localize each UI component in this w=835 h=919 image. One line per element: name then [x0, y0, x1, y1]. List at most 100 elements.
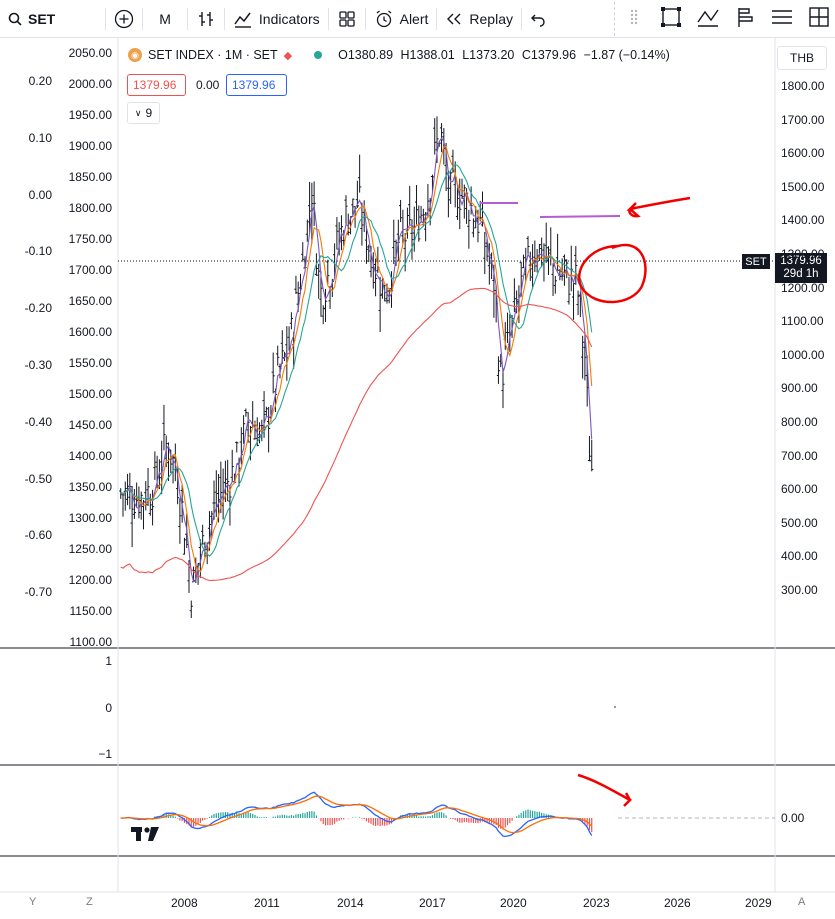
undo-button[interactable] — [522, 0, 554, 38]
auto-scale-button[interactable]: A — [798, 896, 806, 908]
chart-type-button[interactable] — [188, 0, 224, 38]
support-line-right[interactable] — [539, 215, 621, 218]
price-bar — [408, 185, 412, 225]
flag-icon — [734, 6, 756, 33]
last-price-tag: 1379.96 29d 1h — [775, 253, 827, 283]
rectangle-tool[interactable] — [652, 2, 689, 36]
oscillator-tick: 0.00 — [28, 187, 52, 202]
high-value: H1388.01 — [400, 48, 455, 62]
price-bar — [358, 154, 362, 193]
price-bar — [182, 537, 187, 555]
oscillator-tick: -0.10 — [24, 244, 52, 259]
last-price: 1379.96 — [780, 255, 822, 267]
price-bar — [587, 436, 592, 462]
oscillator-tick: 0.10 — [28, 130, 52, 145]
alert-label: Alert — [399, 10, 429, 27]
price-bar — [530, 244, 535, 290]
alert-button[interactable]: Alert — [366, 0, 437, 38]
interval-button[interactable]: M — [143, 0, 187, 38]
time-tick: 2023 — [583, 896, 610, 910]
compare-button[interactable] — [106, 0, 142, 38]
moving-averages — [120, 137, 593, 583]
legend-title: SET INDEX · 1M · SET — [148, 48, 278, 62]
time-tick: 2008 — [171, 896, 198, 910]
annotation-circle[interactable] — [578, 243, 647, 304]
price-bar — [178, 498, 182, 544]
left-price-tick: 1150.00 — [69, 604, 113, 618]
price-bar — [207, 511, 212, 551]
price-bar — [487, 243, 491, 285]
oscillator-tick: -0.20 — [24, 301, 52, 316]
currency-button[interactable]: THB — [777, 46, 827, 70]
price-bar — [123, 481, 127, 511]
buy-price-box[interactable]: 1379.96 — [226, 74, 287, 96]
time-tick: 2017 — [419, 896, 446, 910]
spread-value: 0.00 — [196, 78, 220, 92]
price-bar — [496, 356, 501, 384]
path-tool[interactable] — [689, 2, 726, 36]
price-bar — [471, 218, 476, 238]
annotation-macd-arrow[interactable] — [577, 773, 633, 807]
price-bar — [371, 252, 375, 289]
left-price-tick: 1250.00 — [68, 542, 112, 556]
right-price-tick: 1200.00 — [781, 280, 825, 295]
flag-tool[interactable] — [726, 2, 763, 36]
price-bar — [262, 391, 266, 438]
crosshair-tool[interactable] — [800, 2, 835, 36]
price-bar — [549, 227, 553, 266]
left-price-tick: 1300.00 — [68, 511, 112, 525]
indicators-icon — [233, 9, 253, 29]
divider — [223, 7, 225, 30]
price-bar — [467, 209, 471, 249]
right-price-tick: 900.00 — [781, 381, 818, 396]
symbol-price-tag: SET — [742, 254, 770, 269]
path-icon — [696, 6, 720, 33]
left-price-tick: 1850.00 — [68, 170, 112, 184]
annotation-arrow[interactable] — [626, 196, 691, 218]
zoom-button[interactable]: Z — [86, 896, 93, 908]
ma-fast-line — [120, 137, 593, 583]
price-bar — [153, 451, 157, 480]
right-price-tick: 300.00 — [781, 583, 818, 597]
divider — [521, 7, 522, 30]
price-bar — [276, 345, 280, 366]
layouts-button[interactable] — [329, 0, 365, 38]
price-bar — [399, 199, 403, 223]
price-bar — [121, 492, 125, 517]
price-bar — [485, 239, 489, 261]
price-bar — [567, 277, 571, 305]
divider — [186, 7, 188, 30]
price-bar — [305, 219, 309, 242]
time-tick: 2029 — [745, 896, 772, 910]
price-bar — [546, 246, 551, 275]
price-bar — [289, 312, 293, 330]
price-bar — [146, 467, 150, 506]
oscillator-tick: -0.50 — [24, 471, 52, 486]
symbol-search[interactable]: SET — [0, 0, 63, 38]
price-bar — [583, 333, 587, 381]
grid-icon — [337, 9, 357, 29]
ma-long-line — [120, 287, 593, 581]
left-price-tick: 1650.00 — [68, 294, 112, 308]
drag-handle[interactable] — [615, 2, 652, 36]
price-bar — [326, 259, 330, 285]
price-bar — [271, 352, 275, 394]
price-bar — [301, 242, 305, 262]
year-button[interactable]: Y — [29, 896, 37, 908]
oscillator-tick: -0.30 — [24, 358, 52, 372]
price-bar — [242, 415, 246, 444]
pane2-tick: 1 — [105, 654, 112, 668]
plus-circle-icon — [114, 9, 134, 29]
price-bar — [162, 404, 166, 451]
pane2-tick: 0 — [105, 701, 112, 715]
sell-price-box[interactable]: 1379.96 — [127, 74, 186, 96]
hidden-indicators-button[interactable]: ∨ 9 — [127, 102, 160, 124]
menu-tool[interactable] — [763, 2, 800, 36]
price-bar — [150, 489, 155, 526]
indicators-button[interactable]: Indicators — [225, 0, 328, 38]
right-price-tick: 1800.00 — [781, 79, 825, 93]
left-price-tick: 1200.00 — [68, 573, 112, 587]
replay-button[interactable]: Replay — [437, 0, 521, 38]
price-bar — [189, 600, 193, 619]
